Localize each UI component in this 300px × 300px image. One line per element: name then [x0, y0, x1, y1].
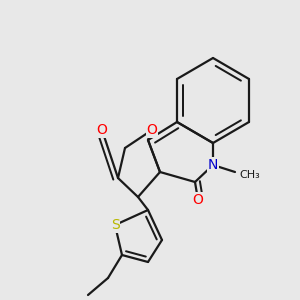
Text: O: O: [97, 123, 107, 137]
Text: N: N: [208, 158, 218, 172]
Text: O: O: [147, 123, 158, 137]
Text: O: O: [193, 193, 203, 207]
Text: S: S: [111, 218, 119, 232]
Text: CH₃: CH₃: [239, 170, 260, 180]
